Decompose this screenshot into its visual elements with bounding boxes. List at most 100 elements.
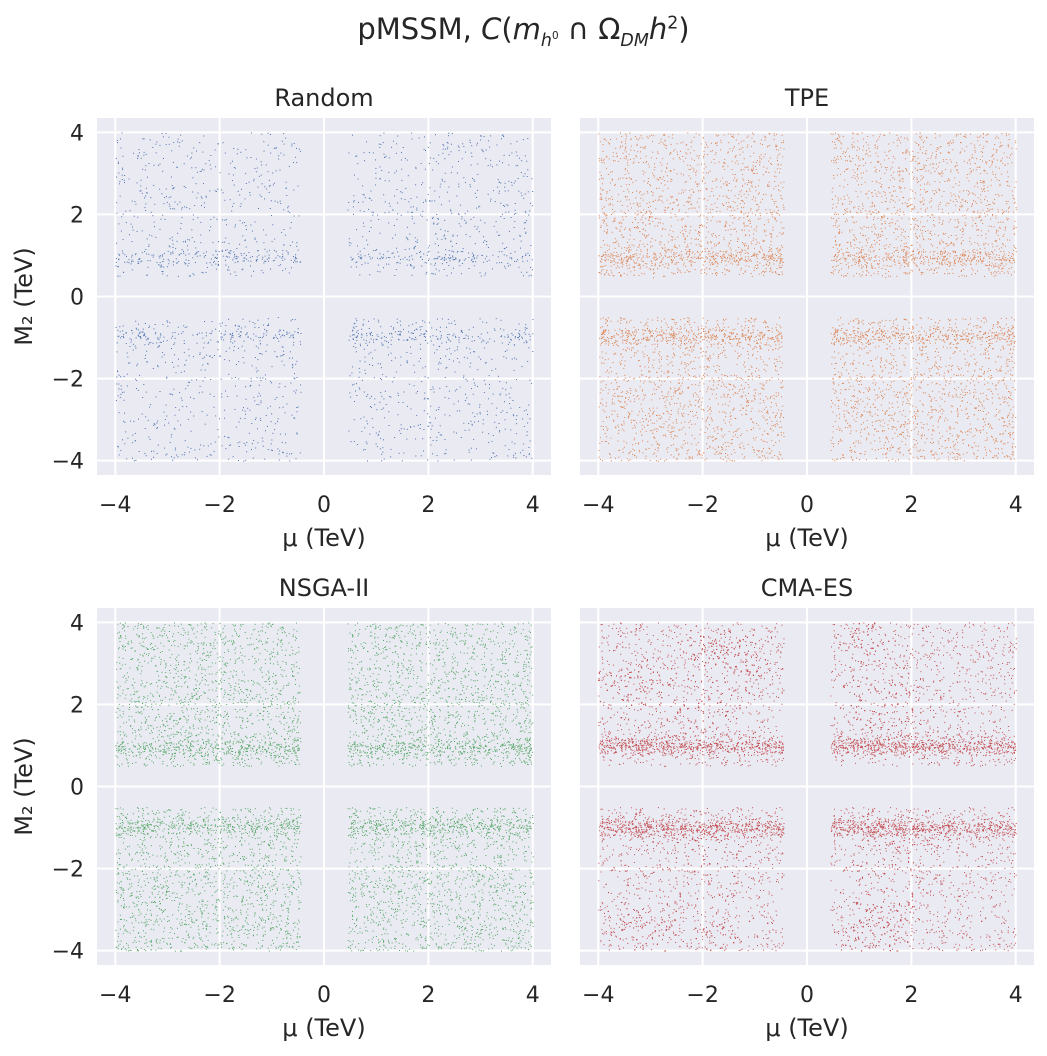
scatter-point <box>477 173 479 175</box>
scatter-point <box>713 257 714 259</box>
scatter-point <box>161 271 163 272</box>
scatter-point <box>679 375 681 377</box>
scatter-point <box>1008 336 1010 338</box>
scatter-point <box>496 407 498 409</box>
scatter-point <box>617 396 619 398</box>
scatter-point <box>661 164 663 166</box>
scatter-point <box>877 394 879 396</box>
scatter-point <box>490 164 492 166</box>
scatter-point <box>767 219 769 221</box>
scatter-point <box>637 340 639 341</box>
scatter-point <box>268 191 270 193</box>
scatter-point <box>159 391 161 392</box>
scatter-point <box>908 173 910 175</box>
scatter-point <box>776 145 778 147</box>
scatter-point <box>404 249 406 251</box>
scatter-point <box>602 255 604 257</box>
scatter-point <box>894 158 896 160</box>
scatter-point <box>949 243 951 245</box>
scatter-point <box>169 205 171 207</box>
scatter-point <box>417 424 419 426</box>
scatter-point <box>463 177 465 179</box>
scatter-point <box>116 176 118 178</box>
scatter-point <box>245 229 247 230</box>
scatter-point <box>201 170 202 172</box>
scatter-point <box>362 185 364 187</box>
scatter-point <box>349 335 351 337</box>
scatter-point <box>604 433 606 434</box>
scatter-point <box>505 394 507 396</box>
scatter-point <box>375 432 377 434</box>
scatter-point <box>167 258 169 260</box>
scatter-point <box>361 258 362 260</box>
scatter-point <box>874 256 876 258</box>
scatter-point <box>688 249 690 251</box>
scatter-point <box>116 202 118 204</box>
scatter-point <box>697 251 699 252</box>
scatter-point <box>994 337 996 339</box>
scatter-point <box>450 257 452 259</box>
scatter-point <box>123 179 125 181</box>
scatter-point <box>511 181 513 183</box>
scatter-point <box>1005 257 1007 259</box>
scatter-point <box>476 142 478 144</box>
scatter-point <box>834 357 836 359</box>
scatter-point <box>1001 448 1003 450</box>
scatter-point <box>658 196 660 198</box>
scatter-point <box>614 260 615 262</box>
scatter-point <box>922 226 924 228</box>
scatter-point <box>270 443 272 445</box>
scatter-point <box>704 248 706 250</box>
scatter-point <box>885 333 887 334</box>
scatter-point <box>278 333 280 335</box>
scatter-point <box>294 258 296 260</box>
scatter-point <box>988 268 990 269</box>
scatter-point <box>526 176 528 177</box>
scatter-point <box>982 429 984 431</box>
scatter-point <box>701 179 703 181</box>
scatter-point <box>1008 268 1010 270</box>
scatter-point <box>671 398 673 400</box>
scatter-point <box>453 360 454 362</box>
scatter-point <box>401 152 402 154</box>
scatter-point <box>961 243 962 245</box>
scatter-point <box>200 242 202 244</box>
scatter-point <box>487 341 489 343</box>
scatter-point <box>206 414 208 416</box>
scatter-point <box>281 346 283 348</box>
scatter-point <box>167 250 169 252</box>
scatter-point <box>132 229 134 231</box>
scatter-point <box>890 353 892 355</box>
scatter-point <box>637 395 639 397</box>
scatter-point <box>468 429 470 431</box>
scatter-point <box>116 342 118 344</box>
scatter-point <box>352 326 354 328</box>
scatter-point <box>665 263 667 265</box>
scatter-point <box>446 386 448 387</box>
scatter-point <box>237 328 239 330</box>
scatter-point <box>283 452 284 454</box>
scatter-point <box>294 373 295 375</box>
scatter-point <box>437 368 439 370</box>
scatter-point <box>885 388 887 390</box>
scatter-point <box>504 428 506 430</box>
scatter-point <box>349 375 351 377</box>
scatter-point <box>780 434 782 436</box>
scatter-point <box>157 338 159 340</box>
scatter-point <box>837 140 839 142</box>
scatter-point <box>889 179 891 181</box>
scatter-point <box>925 150 927 152</box>
scatter-point <box>1005 201 1007 202</box>
scatter-point <box>887 218 889 219</box>
scatter-point <box>252 339 254 341</box>
scatter-point <box>122 155 124 157</box>
scatter-point <box>664 212 666 213</box>
scatter-point <box>389 333 390 335</box>
scatter-point <box>604 411 606 413</box>
scatter-point <box>146 238 148 240</box>
scatter-point <box>845 389 847 390</box>
scatter-point <box>871 268 873 269</box>
scatter-point <box>153 328 155 330</box>
scatter-point <box>148 246 150 247</box>
scatter-point <box>473 351 475 353</box>
